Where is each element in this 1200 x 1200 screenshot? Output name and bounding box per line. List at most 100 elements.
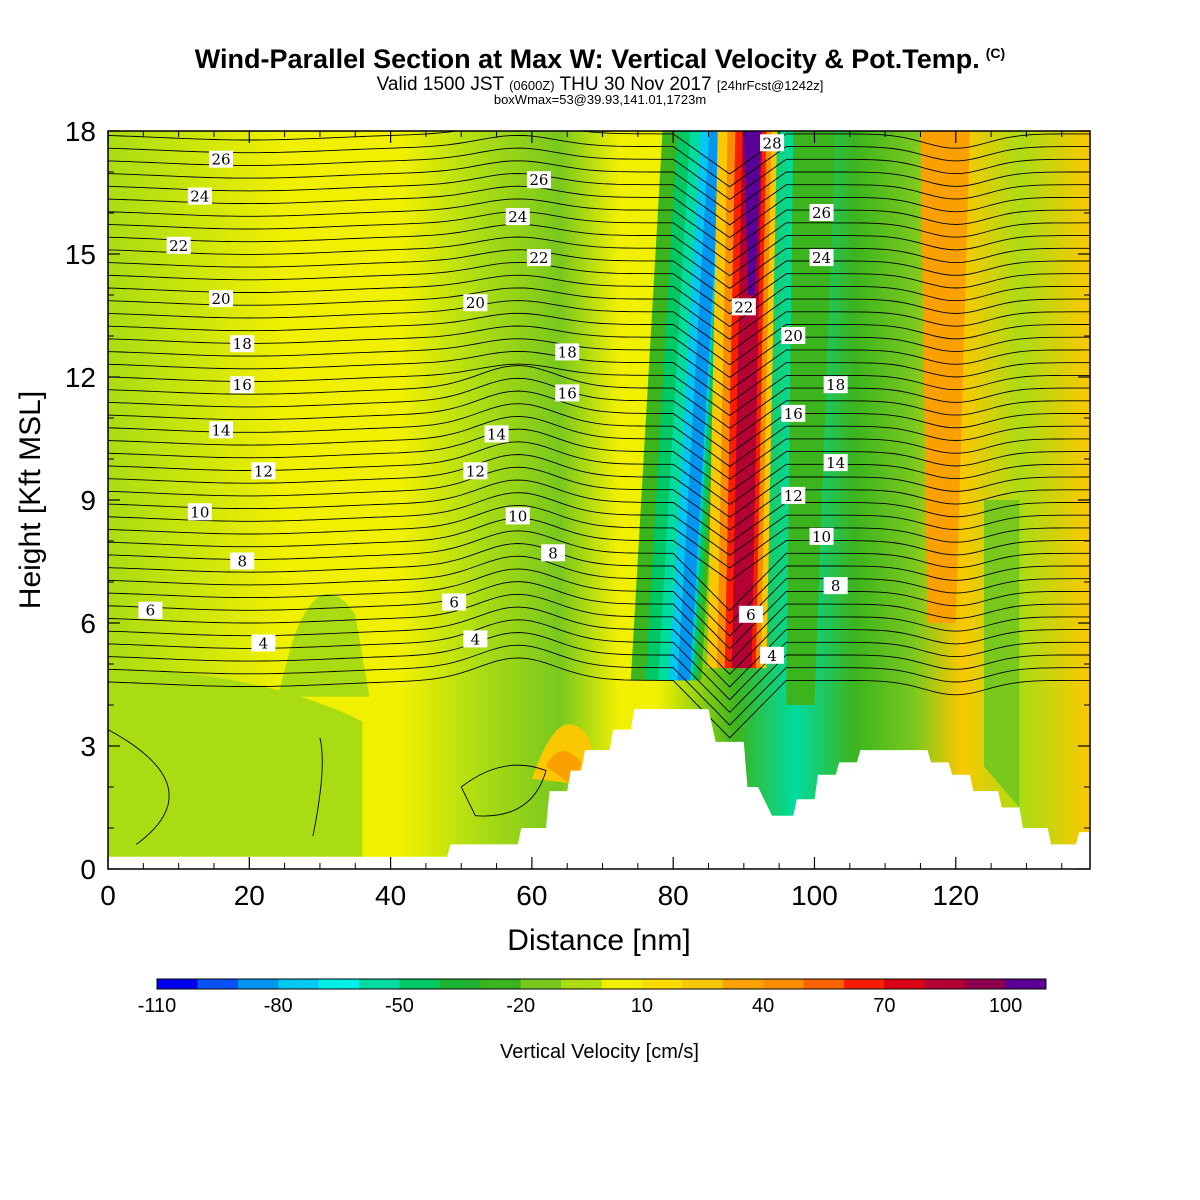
theta-contour-line xyxy=(108,236,1090,289)
valid-time-line: Valid 1500 JST (0600Z) THU 30 Nov 2017 [… xyxy=(0,74,1200,96)
contour-label: 18 xyxy=(555,343,580,361)
theta-contour-line xyxy=(108,644,1090,726)
contour-label: 14 xyxy=(823,454,848,472)
theta-contour-line xyxy=(108,350,1090,404)
colorbar-tick-label: 40 xyxy=(752,995,774,1017)
x-axis-label: Distance [nm] xyxy=(507,924,690,957)
contour-label: 14 xyxy=(209,421,234,439)
contour-label-text: 12 xyxy=(254,462,273,480)
contour-label: 10 xyxy=(505,507,530,525)
contour-label-text: 10 xyxy=(508,507,527,525)
theta-contour-line xyxy=(108,479,1090,544)
colorbar-swatch xyxy=(965,979,1006,989)
colorbar-swatch xyxy=(803,979,845,989)
contour-label: 22 xyxy=(731,298,756,316)
contour-label-text: 16 xyxy=(784,405,803,423)
theta-contour-line xyxy=(108,211,1090,264)
theta-contour-line xyxy=(108,390,1090,455)
colorbar-swatch xyxy=(682,979,724,989)
right-downdraft-band xyxy=(786,131,836,705)
colorbar-swatch xyxy=(601,979,643,989)
theta-contour-line xyxy=(108,543,1090,625)
contour-label-box xyxy=(463,294,488,312)
contour-label-text: 22 xyxy=(734,298,753,316)
contour-label: 10 xyxy=(809,527,834,546)
contour-label-text: 20 xyxy=(466,294,485,312)
contour-label-text: 18 xyxy=(558,343,577,361)
colorbar-swatch xyxy=(318,979,360,989)
contour-label-text: 14 xyxy=(826,454,845,472)
theta-contour-line xyxy=(108,300,1090,353)
contour-label-text: 26 xyxy=(812,204,831,222)
contour-label-text: 10 xyxy=(812,528,831,546)
contour-label-box xyxy=(505,507,530,525)
lowlevel-weak-downdraft-area xyxy=(108,668,363,869)
contour-label-box xyxy=(209,150,234,168)
chart-title: Wind-Parallel Section at Max W: Vertical… xyxy=(0,44,1200,75)
contour-label: 4 xyxy=(251,634,276,653)
contour-label-box xyxy=(823,454,848,472)
x-tick-label: 20 xyxy=(234,880,265,911)
theta-contour-line xyxy=(108,555,1090,637)
colorbar-tick-label: 70 xyxy=(873,995,895,1017)
valid-date: THU 30 Nov 2017 xyxy=(559,74,712,95)
colorbar-label: Vertical Velocity [cm/s] xyxy=(500,1041,699,1063)
downdraft-band-peak xyxy=(677,131,722,681)
contour-label-text: 24 xyxy=(508,208,527,226)
contour-label-box xyxy=(187,187,212,205)
theta-contour-line xyxy=(108,517,1090,582)
contour-label-box xyxy=(251,462,276,480)
contour-label: 12 xyxy=(781,486,806,505)
contour-label-box xyxy=(809,249,834,267)
terrain-profile xyxy=(108,709,1090,869)
contour-label-text: 12 xyxy=(466,462,485,480)
contour-label-text: 22 xyxy=(169,237,188,255)
theta-contour-line xyxy=(108,134,1090,188)
contour-label-text: 6 xyxy=(746,606,756,624)
theta-contour-line xyxy=(108,325,1090,378)
contour-label-box xyxy=(442,593,467,611)
contour-label: 26 xyxy=(526,171,551,189)
contour-label: 12 xyxy=(463,462,488,480)
contour-label: 18 xyxy=(823,376,848,394)
contour-label-text: 20 xyxy=(784,327,803,345)
contour-label-box xyxy=(809,204,834,221)
colorbar-tick-label: -110 xyxy=(138,995,177,1017)
colorbar-swatch xyxy=(520,979,562,989)
theta-contour-line xyxy=(108,454,1090,518)
right-lower-downdraft xyxy=(984,500,1020,808)
theta-contour-line xyxy=(108,403,1090,467)
x-tick-label: 40 xyxy=(375,880,406,911)
contour-label-text: 26 xyxy=(529,171,548,189)
theta-contour-line xyxy=(108,492,1090,556)
contour-label: 6 xyxy=(738,605,763,624)
contour-label-text: 6 xyxy=(146,602,156,620)
contour-label: 26 xyxy=(209,150,234,169)
contour-label-text: 22 xyxy=(529,249,548,267)
theta-contour-line xyxy=(108,415,1090,480)
contour-label: 24 xyxy=(505,208,530,226)
contour-label-text: 14 xyxy=(487,425,506,443)
colorbar-swatch xyxy=(641,979,683,989)
contour-label: 28 xyxy=(760,134,785,152)
theta-contour-line xyxy=(108,466,1090,531)
contour-label: 24 xyxy=(809,249,834,267)
theta-contour-line xyxy=(108,287,1090,340)
theta-contour-line xyxy=(108,363,1090,417)
contour-label-box xyxy=(138,601,163,619)
contour-label: 26 xyxy=(809,204,834,222)
contour-label: 4 xyxy=(760,646,785,665)
theta-contour-line xyxy=(108,568,1090,650)
theta-contour-line xyxy=(460,764,547,817)
theta-contour-line xyxy=(108,185,1090,239)
contour-label-text: 26 xyxy=(211,151,230,169)
valid-utc: (0600Z) xyxy=(509,78,555,93)
y-axis-label: Height [Kft MSL] xyxy=(14,391,47,609)
contour-label: 10 xyxy=(187,503,212,521)
theta-contour-line xyxy=(108,377,1090,442)
contour-label-box xyxy=(760,134,785,152)
contour-label-box xyxy=(541,544,566,562)
theta-contour-line xyxy=(108,198,1090,251)
contour-label-text: 4 xyxy=(259,635,269,653)
